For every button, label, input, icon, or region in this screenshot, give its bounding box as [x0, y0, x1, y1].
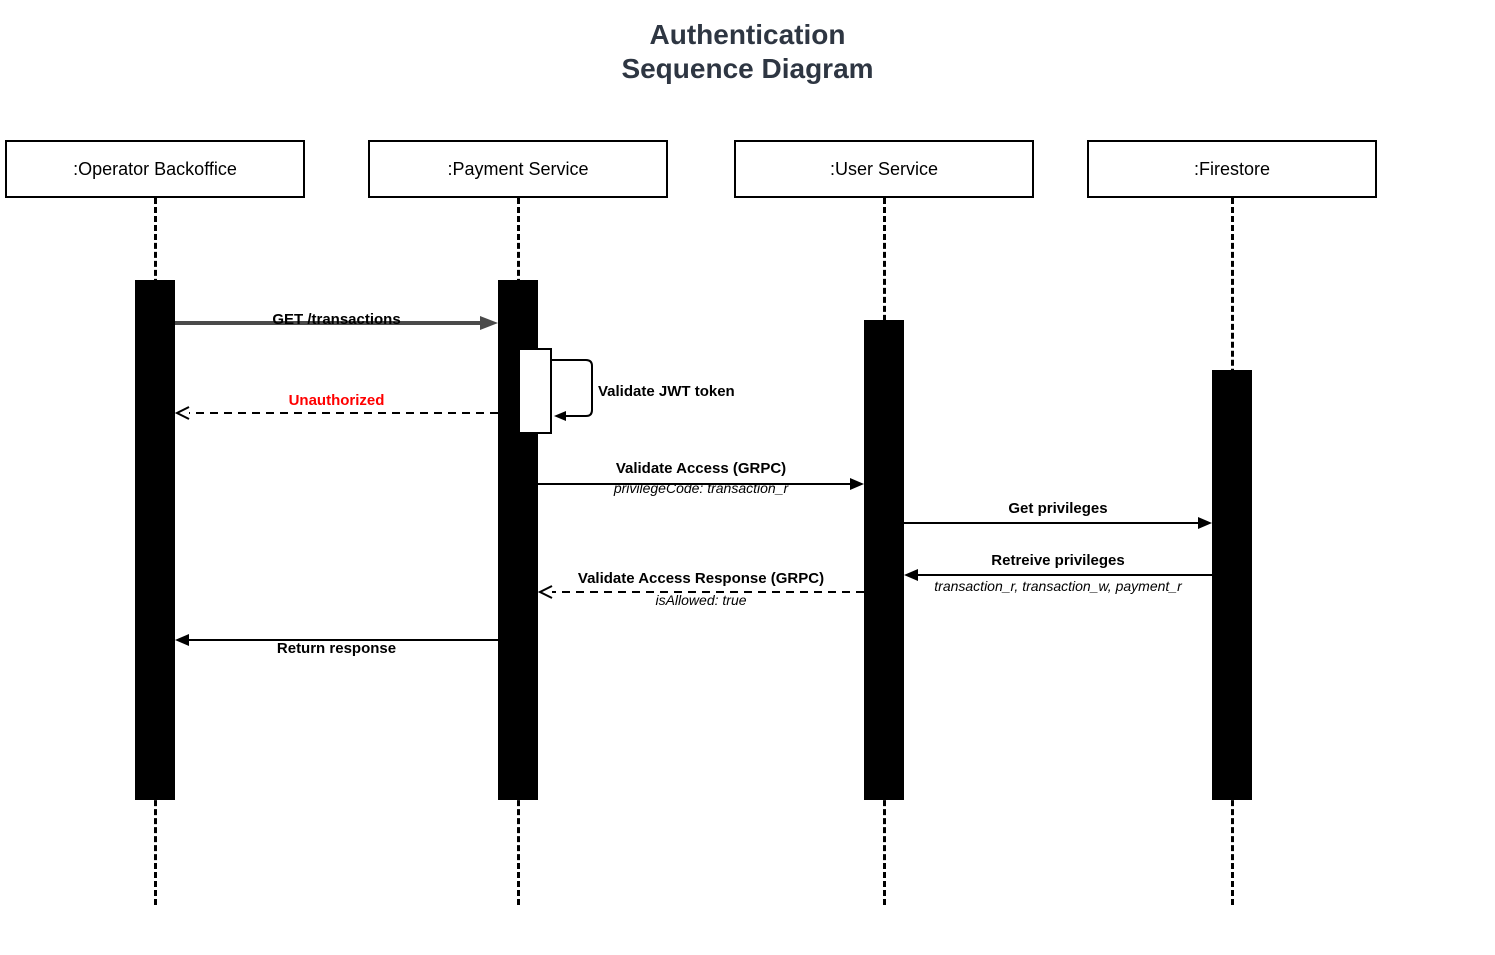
label-validate-access: Validate Access (GRPC) [538, 460, 864, 477]
sublabel-retrieve-privileges: transaction_r, transaction_w, payment_r [904, 578, 1212, 594]
label-return-response: Return response [175, 640, 498, 657]
label-get-transactions: GET /transactions [175, 311, 498, 328]
participant-label: :User Service [830, 159, 938, 180]
activation-firestore [1212, 370, 1252, 800]
label-validate-jwt: Validate JWT token [598, 383, 735, 400]
sublabel-validate-access-response: isAllowed: true [538, 592, 864, 608]
diagram-title-line1: Authentication [0, 18, 1495, 52]
participant-operator-backoffice: :Operator Backoffice [5, 140, 305, 198]
label-get-privileges: Get privileges [904, 500, 1212, 517]
activation-self-validate-jwt [518, 348, 552, 434]
participant-label: :Firestore [1194, 159, 1270, 180]
participant-label: :Payment Service [447, 159, 588, 180]
participant-label: :Operator Backoffice [73, 159, 237, 180]
sequence-diagram-canvas: Authentication Sequence Diagram :Operato… [0, 0, 1495, 955]
arrow-get-privileges [904, 516, 1212, 530]
label-validate-access-response: Validate Access Response (GRPC) [538, 570, 864, 587]
activation-user [864, 320, 904, 800]
participant-firestore: :Firestore [1087, 140, 1377, 198]
label-retrieve-privileges: Retreive privileges [904, 552, 1212, 569]
label-unauthorized: Unauthorized [175, 392, 498, 409]
participant-payment-service: :Payment Service [368, 140, 668, 198]
participant-user-service: :User Service [734, 140, 1034, 198]
activation-operator [135, 280, 175, 800]
diagram-title-line2: Sequence Diagram [0, 52, 1495, 86]
sublabel-validate-access: privilegeCode: transaction_r [538, 480, 864, 496]
